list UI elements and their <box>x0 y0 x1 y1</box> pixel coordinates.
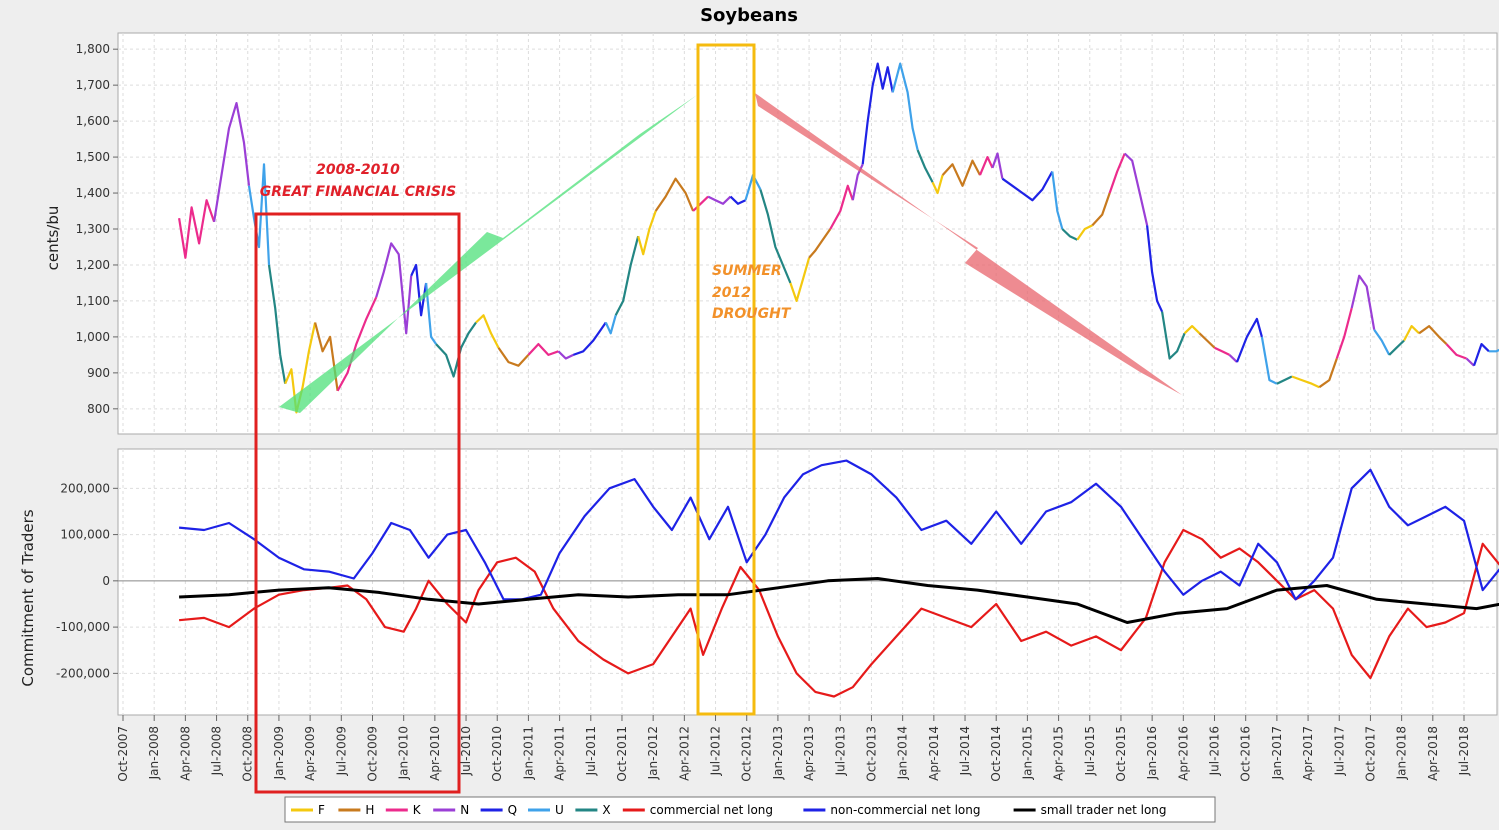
legend-label-F: F <box>318 803 325 817</box>
x-tick-label: Apr-2010 <box>428 726 442 781</box>
x-tick-label: Apr-2012 <box>677 726 691 781</box>
x-tick-label: Jan-2013 <box>771 726 785 780</box>
cot-y-tick-label: -200,000 <box>56 666 110 680</box>
price-y-tick-label: 1,500 <box>76 150 110 164</box>
x-tick-label: Apr-2008 <box>178 726 192 781</box>
x-tick-label: Oct-2017 <box>1363 726 1377 782</box>
x-tick-label: Jul-2012 <box>709 726 723 776</box>
x-tick-label: Jan-2015 <box>1020 726 1034 780</box>
x-tick-label: Jul-2016 <box>1208 726 1222 776</box>
price-y-axis-label: cents/bu <box>44 206 62 271</box>
x-tick-label: Oct-2009 <box>365 726 379 782</box>
cot-y-tick-label: 0 <box>102 574 110 588</box>
x-tick-label: Oct-2016 <box>1239 726 1253 782</box>
x-tick-label: Apr-2016 <box>1176 726 1190 781</box>
x-tick-label: Oct-2008 <box>241 726 255 782</box>
x-tick-label: Apr-2014 <box>927 726 941 781</box>
x-tick-label: Jan-2014 <box>896 726 910 780</box>
x-tick-label: Jul-2009 <box>334 726 348 776</box>
x-tick-label: Jan-2012 <box>646 726 660 780</box>
x-tick-label: Apr-2011 <box>553 726 567 781</box>
legend-label-H: H <box>365 803 374 817</box>
drought-label-line1: SUMMER <box>712 263 782 279</box>
x-tick-label: Oct-2012 <box>740 726 754 782</box>
x-tick-label: Jul-2008 <box>210 726 224 776</box>
cot-y-tick-label: 100,000 <box>60 528 110 542</box>
x-tick-label: Apr-2017 <box>1301 726 1315 781</box>
x-tick-label: Jul-2011 <box>584 726 598 776</box>
legend-label-noncommercial: non-commercial net long <box>830 803 980 817</box>
legend-label-K: K <box>413 803 422 817</box>
drought-label-line2: 2012 <box>712 285 751 301</box>
x-tick-label: Oct-2007 <box>116 726 130 782</box>
legend-label-commercial: commercial net long <box>650 803 773 817</box>
x-tick-label: Apr-2018 <box>1426 726 1440 781</box>
x-tick-label: Oct-2011 <box>615 726 629 782</box>
price-y-tick-label: 1,000 <box>76 330 110 344</box>
legend-label-smalltrader: small trader net long <box>1041 803 1167 817</box>
x-tick-label: Apr-2009 <box>303 726 317 781</box>
price-y-tick-label: 1,800 <box>76 42 110 56</box>
price-y-tick-label: 800 <box>87 402 110 416</box>
price-y-tick-label: 1,300 <box>76 222 110 236</box>
x-tick-label: Apr-2013 <box>802 726 816 781</box>
legend-label-N: N <box>460 803 469 817</box>
x-tick-label: Jul-2015 <box>1083 726 1097 776</box>
price-y-tick-label: 1,100 <box>76 294 110 308</box>
x-tick-label: Oct-2014 <box>989 726 1003 782</box>
cot-panel-plot-area <box>118 449 1497 715</box>
legend-label-U: U <box>555 803 564 817</box>
x-tick-label: Jul-2014 <box>958 726 972 776</box>
price-y-tick-label: 900 <box>87 366 110 380</box>
x-tick-label: Oct-2013 <box>864 726 878 782</box>
cot-y-axis-label: Commitment of Traders <box>19 509 37 686</box>
price-y-tick-label: 1,600 <box>76 114 110 128</box>
soybeans-chart: Soybeans 2008-2010 GREAT FINANCIAL CRISIS… <box>0 0 1499 830</box>
cot-y-tick-label: -100,000 <box>56 620 110 634</box>
x-tick-label: Jul-2017 <box>1332 726 1346 776</box>
x-tick-label: Jul-2018 <box>1457 726 1471 776</box>
price-y-tick-label: 1,700 <box>76 78 110 92</box>
drought-label-line3: DROUGHT <box>712 306 792 322</box>
chart-title: Soybeans <box>700 5 798 26</box>
x-tick-label: Jan-2017 <box>1270 726 1284 780</box>
x-tick-label: Jan-2011 <box>521 726 535 780</box>
x-tick-label: Apr-2015 <box>1052 726 1066 781</box>
x-tick-label: Jan-2010 <box>397 726 411 780</box>
x-tick-label: Jan-2018 <box>1395 726 1409 780</box>
x-tick-label: Oct-2015 <box>1114 726 1128 782</box>
cot-y-tick-label: 200,000 <box>60 481 110 495</box>
x-tick-label: Jul-2013 <box>833 726 847 776</box>
price-y-tick-label: 1,200 <box>76 258 110 272</box>
x-tick-label: Jul-2010 <box>459 726 473 776</box>
x-tick-label: Jan-2008 <box>147 726 161 780</box>
price-y-tick-label: 1,400 <box>76 186 110 200</box>
crisis-label-years: 2008-2010 <box>316 162 400 178</box>
legend-label-X: X <box>602 803 610 817</box>
x-tick-label: Jan-2009 <box>272 726 286 780</box>
crisis-label-title: GREAT FINANCIAL CRISIS <box>260 184 457 200</box>
legend-label-Q: Q <box>508 803 517 817</box>
x-tick-label: Oct-2010 <box>490 726 504 782</box>
x-tick-label: Jan-2016 <box>1145 726 1159 780</box>
